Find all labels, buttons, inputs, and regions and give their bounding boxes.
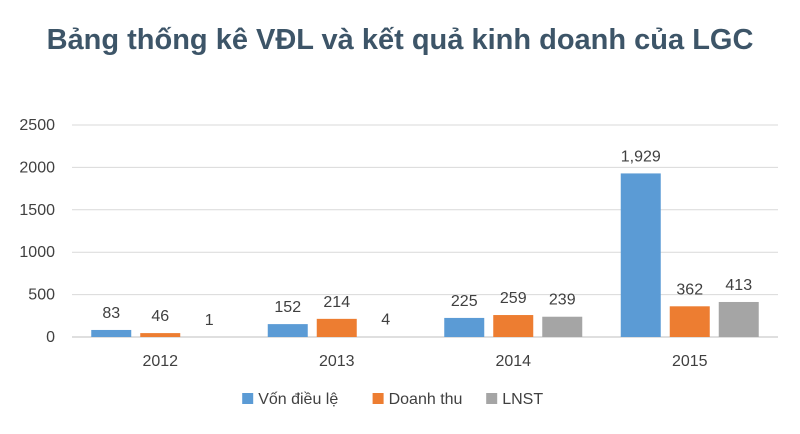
legend-label: Doanh thu (389, 391, 463, 408)
y-tick-label: 2500 (19, 117, 55, 134)
y-tick-label: 2000 (19, 159, 55, 176)
y-tick-label: 0 (46, 329, 55, 346)
bar-vốn-điều-lệ-2015 (620, 173, 661, 337)
data-label: 214 (323, 294, 350, 311)
x-tick-label: 2015 (672, 353, 708, 370)
legend-label: Vốn điều lệ (258, 391, 338, 408)
bar-doanh-thu-2013 (316, 318, 357, 337)
legend-swatch (486, 393, 498, 404)
data-label: 239 (549, 292, 576, 309)
data-label: 259 (500, 290, 527, 307)
x-tick-label: 2013 (319, 353, 355, 370)
y-tick-label: 500 (28, 287, 55, 304)
legend-swatch (242, 393, 254, 404)
legend-label: LNST (502, 391, 543, 408)
y-tick-label: 1500 (19, 202, 55, 219)
legend-item: LNST (486, 391, 543, 408)
data-label: 225 (451, 293, 478, 310)
legend-swatch (372, 393, 384, 404)
bar-doanh-thu-2014 (493, 315, 534, 337)
bar-vốn-điều-lệ-2013 (267, 324, 308, 337)
bar-lnst-2014 (542, 316, 583, 337)
data-label: 83 (102, 305, 120, 322)
bar-vốn-điều-lệ-2012 (91, 329, 132, 337)
data-label: 362 (676, 281, 703, 298)
bar-vốn-điều-lệ-2014 (444, 317, 485, 337)
data-label: 1,929 (621, 148, 661, 165)
legend-item: Doanh thu (372, 391, 463, 408)
bar-lnst-2015 (718, 301, 759, 337)
data-label: 46 (151, 308, 169, 325)
chart-title: Bảng thống kê VĐL và kết quả kinh doanh … (46, 24, 754, 56)
data-label: 152 (274, 299, 301, 316)
data-label: 1 (205, 312, 214, 329)
data-label: 4 (381, 312, 390, 329)
legend-item: Vốn điều lệ (242, 391, 338, 408)
data-label: 413 (725, 277, 752, 294)
x-tick-label: 2012 (142, 353, 178, 370)
y-tick-label: 1000 (19, 244, 55, 261)
bar-doanh-thu-2015 (669, 306, 710, 337)
x-tick-label: 2014 (495, 353, 531, 370)
bar-doanh-thu-2012 (140, 333, 181, 337)
